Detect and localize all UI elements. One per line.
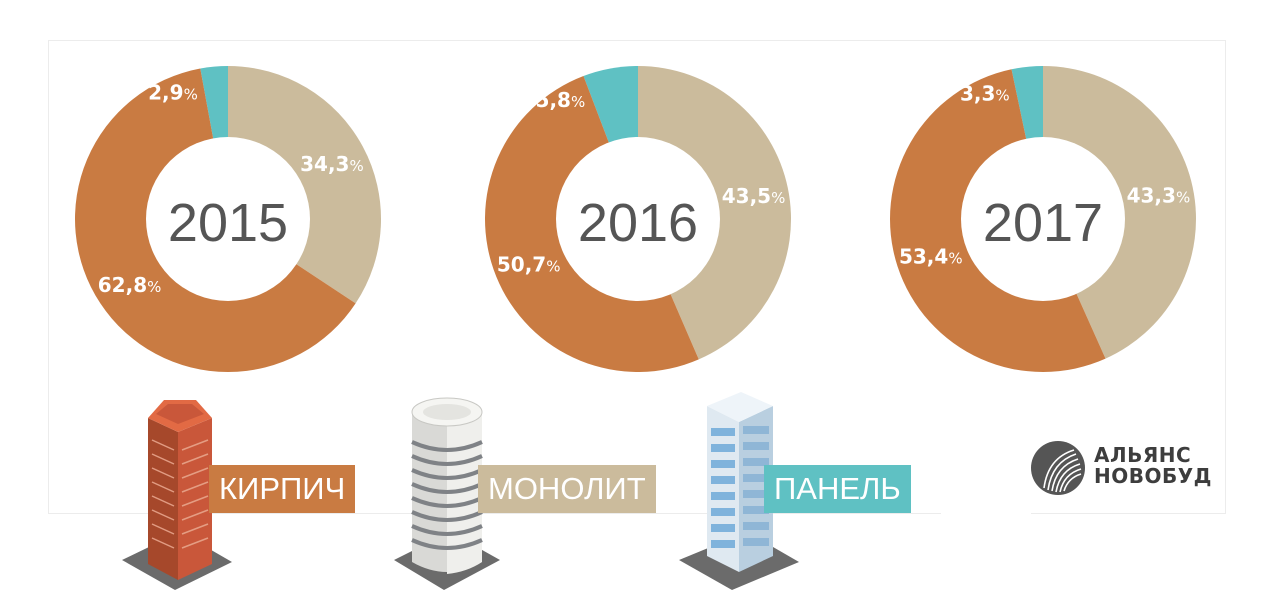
slice-value-label: 50,7% [497, 252, 561, 276]
donut-hole [961, 137, 1125, 301]
legend-monolith-label: МОНОЛИТ [488, 471, 646, 506]
panel-tower-icon [679, 392, 799, 590]
slice-value-label: 53,4% [899, 244, 963, 268]
brick-tower-icon [122, 400, 232, 590]
logo-line-2: НОВОБУД [1094, 464, 1212, 488]
donut-hole [556, 137, 720, 301]
legend-brick-label: КИРПИЧ [219, 471, 346, 506]
logo-line-1: АЛЬЯНС [1094, 443, 1192, 467]
donut-chart-2017: 2017 3,3% 43,3% 53,4% [888, 64, 1198, 374]
legend-panel: ПАНЕЛЬ [764, 465, 911, 513]
legend-monolith: МОНОЛИТ [478, 465, 656, 513]
slice-value-label: 34,3% [300, 152, 364, 176]
legend-panel-label: ПАНЕЛЬ [774, 471, 901, 506]
logo-emblem-icon [1031, 441, 1085, 495]
donut-hole [146, 137, 310, 301]
donut-chart-2015: 2015 2,9% 34,3% 62,8% [73, 64, 383, 374]
chart-frame [48, 40, 1226, 514]
donut-center-year: 2016 [578, 193, 698, 253]
donut-center-year: 2015 [168, 193, 288, 253]
slice-value-label: 43,5% [722, 184, 786, 208]
donut-center-year: 2017 [983, 193, 1103, 253]
company-logo: АЛЬЯНС НОВОБУД [1030, 438, 1211, 498]
donut-chart-2016: 2016 5,8% 43,5% 50,7% [483, 64, 793, 374]
legend-brick: КИРПИЧ [209, 465, 356, 513]
monolith-tower-icon [394, 397, 500, 590]
